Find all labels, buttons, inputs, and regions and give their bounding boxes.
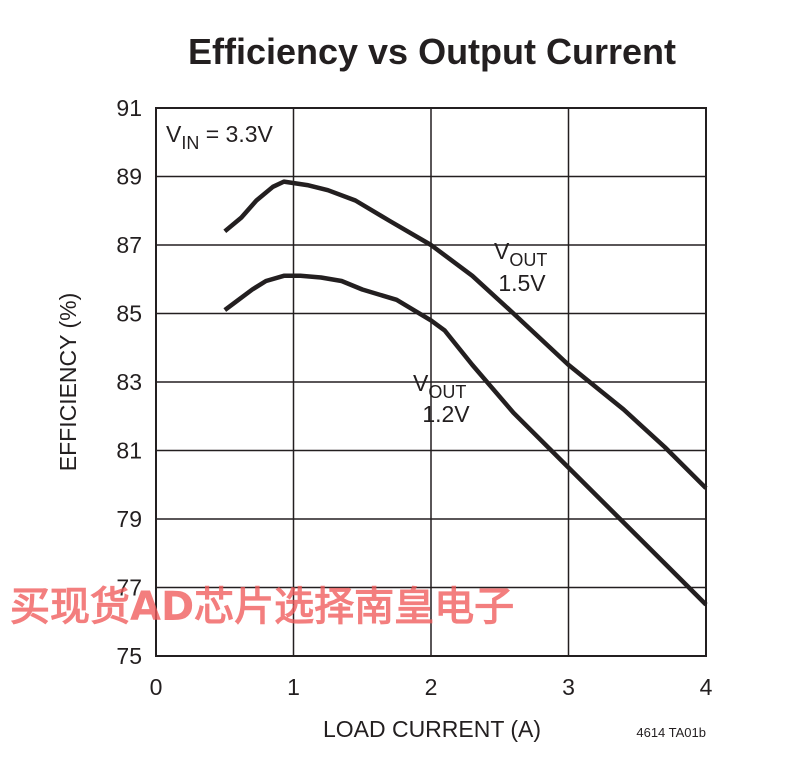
y-tick-labels: 75 77 79 81 83 85 87 89 91	[116, 95, 142, 669]
x-tick-label: 1	[287, 674, 300, 700]
y-tick-label: 77	[116, 575, 142, 601]
vout-v: V	[494, 238, 510, 264]
x-tick-label: 4	[700, 674, 713, 700]
series-label-1-5v: VOUT	[494, 238, 547, 270]
y-tick-label: 83	[116, 369, 142, 395]
figure-code: 4614 TA01b	[636, 725, 706, 740]
series-line-1-5v	[223, 179, 708, 490]
vin-condition-label: VIN = 3.3V	[166, 121, 274, 153]
vout-subscript: OUT	[509, 250, 547, 270]
y-tick-label: 79	[116, 506, 142, 532]
y-tick-label: 89	[116, 164, 142, 190]
vout-subscript: OUT	[428, 382, 466, 402]
x-tick-labels: 0 1 2 3 4	[150, 674, 713, 700]
chart-title: Efficiency vs Output Current	[188, 31, 676, 72]
y-tick-label: 87	[116, 232, 142, 258]
x-tick-label: 3	[562, 674, 575, 700]
y-tick-label: 91	[116, 95, 142, 121]
y-tick-label: 85	[116, 301, 142, 327]
x-axis-label: LOAD CURRENT (A)	[323, 716, 541, 742]
watermark: 买现货AD芯片选择南皇电子	[10, 584, 514, 630]
series-line-1-2v	[223, 273, 708, 607]
vin-value: = 3.3V	[199, 121, 273, 147]
y-tick-label: 81	[116, 438, 142, 464]
series-value-1-2v: 1.2V	[422, 401, 470, 427]
y-tick-label: 75	[116, 643, 142, 669]
vin-subscript: IN	[181, 133, 199, 153]
series-label-1-2v: VOUT	[413, 370, 466, 402]
plot-frame	[155, 107, 707, 657]
x-tick-label: 2	[425, 674, 438, 700]
vout-v: V	[413, 370, 429, 396]
vin-v: V	[166, 121, 182, 147]
y-axis-label: EFFICIENCY (%)	[55, 293, 81, 471]
x-tick-label: 0	[150, 674, 163, 700]
series-value-1-5v: 1.5V	[498, 270, 546, 296]
series-lines	[223, 179, 708, 607]
